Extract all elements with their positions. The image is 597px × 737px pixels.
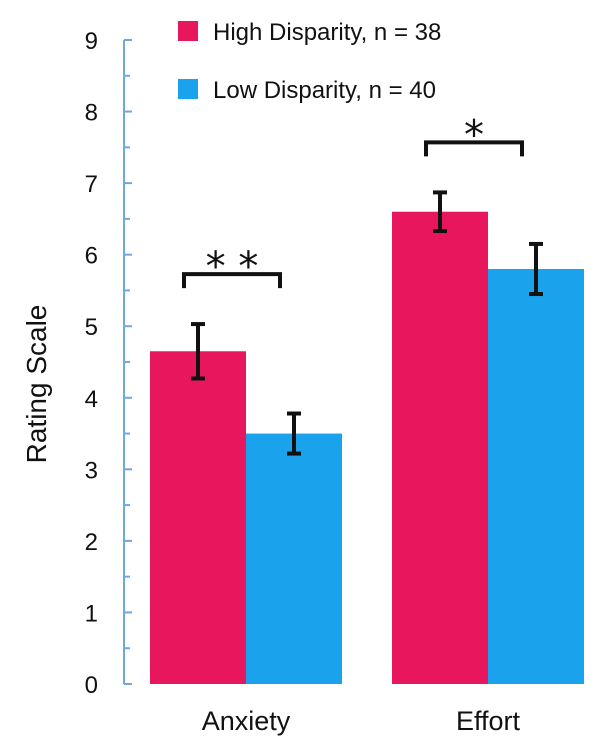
bar-anxiety-series-2 <box>246 433 342 684</box>
category-label-effort: Effort <box>456 706 521 736</box>
bar-effort-series-2 <box>488 268 584 684</box>
y-axis-title: Rating Scale <box>21 305 52 464</box>
bars <box>150 211 584 684</box>
category-label-anxiety: Anxiety <box>202 706 291 736</box>
bar-anxiety-series-1 <box>150 351 246 684</box>
y-tick-label: 7 <box>85 171 98 198</box>
significance-marker-anxiety: * * <box>206 244 259 290</box>
significance-annotations: * * * <box>182 112 524 290</box>
y-tick-label: 6 <box>85 243 98 270</box>
y-tick-label: 0 <box>85 672 98 699</box>
significance-bracket-anxiety <box>182 272 282 289</box>
legend: High Disparity, n = 38 Low Disparity, n =… <box>178 19 441 104</box>
y-tick-label: 1 <box>85 600 98 627</box>
bar-effort-series-1 <box>392 211 488 684</box>
y-tick-label: 2 <box>85 529 98 556</box>
significance-bracket-effort <box>424 140 524 157</box>
y-tick-label: 8 <box>85 100 98 127</box>
legend-swatch-1 <box>178 21 198 41</box>
legend-swatch-2 <box>178 79 198 99</box>
significance-marker-effort: * <box>464 112 484 158</box>
y-tick-label: 4 <box>85 386 98 413</box>
legend-label-2: Low Disparity, n = 40 <box>213 77 436 104</box>
legend-label-1: High Disparity, n = 38 <box>213 19 441 46</box>
y-tick-label: 5 <box>85 314 98 341</box>
category-labels: Anxiety Effort <box>202 706 521 736</box>
error-bars <box>191 190 543 456</box>
y-tick-label: 9 <box>85 28 98 55</box>
y-tick-label: 3 <box>85 457 98 484</box>
y-axis: 0 1 2 3 4 5 6 7 8 9 <box>85 28 132 699</box>
